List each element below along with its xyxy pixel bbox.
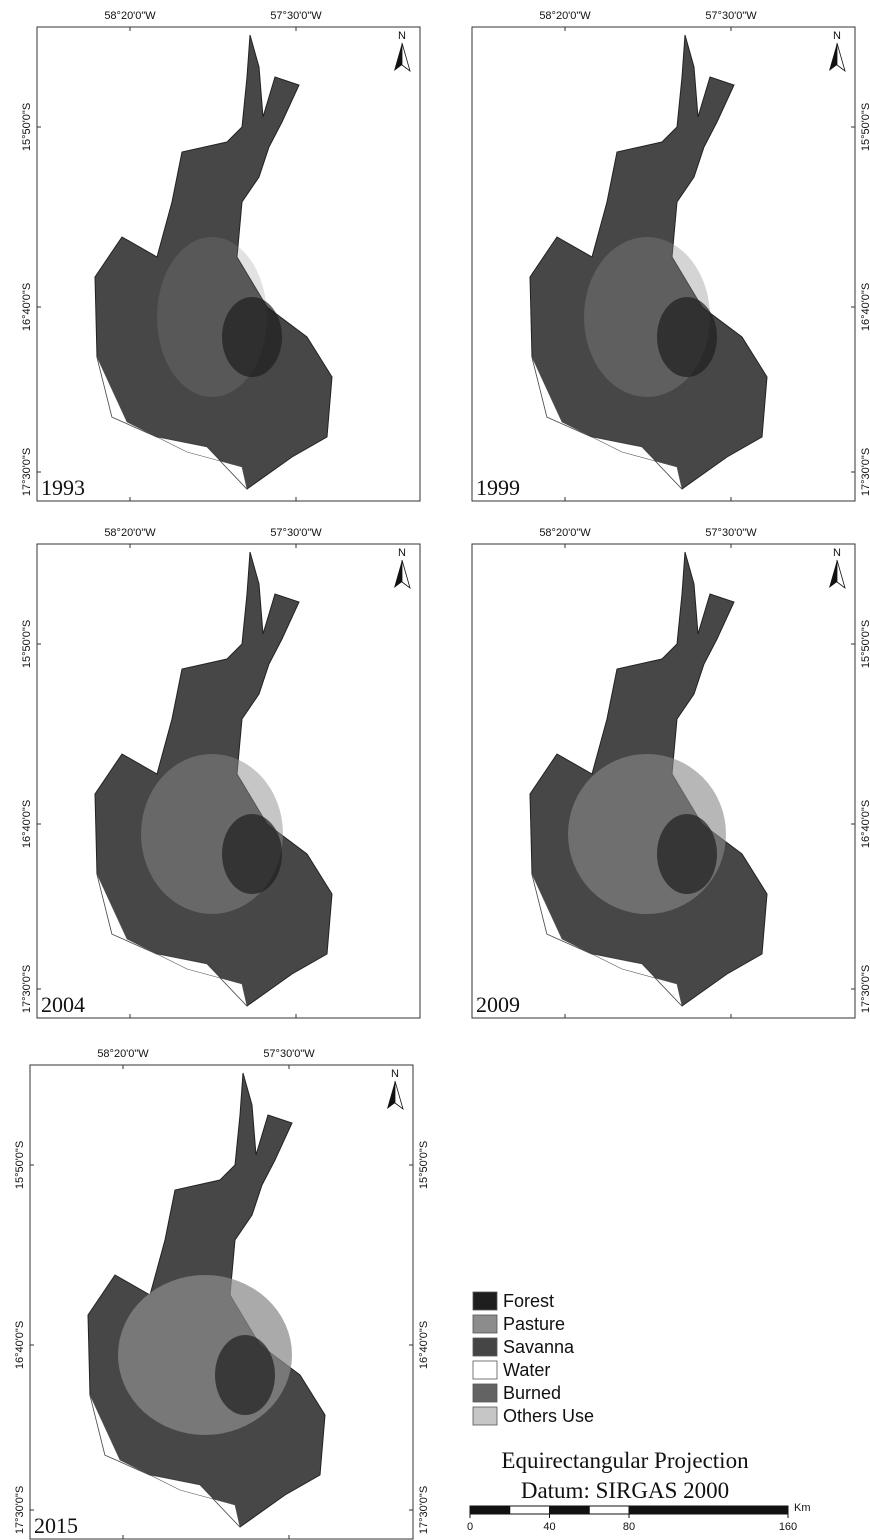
forest-patch bbox=[215, 1335, 275, 1415]
y-coordinate-label: 17°30'0"S bbox=[21, 448, 33, 496]
legend-label: Forest bbox=[503, 1291, 554, 1311]
scale-tick-label: 80 bbox=[623, 1521, 635, 1533]
north-label: N bbox=[391, 1068, 399, 1080]
y-coordinate-label: 15°50'0"S bbox=[21, 620, 33, 668]
x-coordinate-label: 57°30'0"W bbox=[270, 10, 322, 22]
x-coordinate-label: 57°30'0"W bbox=[263, 1048, 315, 1060]
y-coordinate-label: 16°40'0"S bbox=[418, 1321, 430, 1369]
scale-segment bbox=[550, 1506, 590, 1514]
map-panel: N 2015 58°20'0"W 57°30'0"W 15°50'0"S 16°40'0"… bbox=[14, 1048, 430, 1539]
x-coordinate-label: 58°20'0"W bbox=[104, 10, 156, 22]
scale-tick-label: 160 bbox=[779, 1521, 797, 1533]
forest-patch bbox=[222, 814, 282, 894]
y-coordinate-label: 16°40'0"S bbox=[21, 283, 33, 331]
y-coordinate-label: 17°30'0"S bbox=[418, 1486, 430, 1534]
scale-segment bbox=[510, 1506, 550, 1514]
y-coordinate-label: 15°50'0"S bbox=[14, 1141, 26, 1189]
map-panel: N 2009 58°20'0"W 57°30'0"W 15°50'0"S 16°40'0"… bbox=[472, 527, 870, 1018]
y-coordinate-label: 15°50'0"S bbox=[860, 620, 870, 668]
legend-label: Burned bbox=[503, 1383, 561, 1403]
map-panel: N 2004 58°20'0"W 57°30'0"W 15°50'0"S 16°40'0"… bbox=[21, 527, 420, 1018]
north-label: N bbox=[833, 30, 841, 42]
legend-swatch bbox=[473, 1361, 497, 1379]
forest-patch bbox=[657, 297, 717, 377]
north-label: N bbox=[833, 547, 841, 559]
x-coordinate-label: 58°20'0"W bbox=[97, 1048, 149, 1060]
y-coordinate-label: 16°40'0"S bbox=[14, 1321, 26, 1369]
datum: Datum: SIRGAS 2000 bbox=[521, 1478, 729, 1503]
x-coordinate-label: 58°20'0"W bbox=[104, 527, 156, 539]
legend-label: Others Use bbox=[503, 1406, 594, 1426]
scale-segment bbox=[589, 1506, 629, 1514]
y-coordinate-label: 17°30'0"S bbox=[860, 965, 870, 1013]
y-coordinate-label: 17°30'0"S bbox=[21, 965, 33, 1013]
x-coordinate-label: 57°30'0"W bbox=[705, 10, 757, 22]
projection: Equirectangular Projection bbox=[501, 1448, 749, 1473]
y-coordinate-label: 15°50'0"S bbox=[21, 103, 33, 151]
legend-swatch bbox=[473, 1384, 497, 1402]
forest-patch bbox=[222, 297, 282, 377]
x-coordinate-label: 57°30'0"W bbox=[705, 527, 757, 539]
y-coordinate-label: 15°50'0"S bbox=[418, 1141, 430, 1189]
y-coordinate-label: 16°40'0"S bbox=[21, 800, 33, 848]
year-label: 2004 bbox=[41, 992, 85, 1017]
scale-tick-label: 40 bbox=[543, 1521, 555, 1533]
north-label: N bbox=[398, 30, 406, 42]
x-coordinate-label: 58°20'0"W bbox=[539, 527, 591, 539]
north-label: N bbox=[398, 547, 406, 559]
map-panel: N 1999 58°20'0"W 57°30'0"W 15°50'0"S 16°40'0"… bbox=[472, 10, 870, 501]
legend-label: Water bbox=[503, 1360, 550, 1380]
legend-swatch bbox=[473, 1407, 497, 1425]
y-coordinate-label: 15°50'0"S bbox=[860, 103, 870, 151]
legend-swatch bbox=[473, 1315, 497, 1333]
y-coordinate-label: 16°40'0"S bbox=[860, 283, 870, 331]
scale-tick-label: 0 bbox=[467, 1521, 473, 1533]
legend-label: Pasture bbox=[503, 1314, 565, 1334]
scale-segment bbox=[629, 1506, 788, 1514]
y-coordinate-label: 17°30'0"S bbox=[860, 448, 870, 496]
forest-patch bbox=[657, 814, 717, 894]
scale-unit: Km bbox=[794, 1502, 811, 1514]
year-label: 2015 bbox=[34, 1513, 78, 1538]
map-panel: N 1993 58°20'0"W 57°30'0"W 15°50'0"S 16°40'0"… bbox=[21, 10, 420, 501]
legend-swatch bbox=[473, 1338, 497, 1356]
scale-segment bbox=[470, 1506, 510, 1514]
figure: Equirectangular Projection Datum: SIRGAS… bbox=[0, 0, 870, 1540]
year-label: 1999 bbox=[476, 475, 520, 500]
legend-label: Savanna bbox=[503, 1337, 575, 1357]
x-coordinate-label: 57°30'0"W bbox=[270, 527, 322, 539]
year-label: 2009 bbox=[476, 992, 520, 1017]
legend-swatch bbox=[473, 1292, 497, 1310]
y-coordinate-label: 16°40'0"S bbox=[860, 800, 870, 848]
y-coordinate-label: 17°30'0"S bbox=[14, 1486, 26, 1534]
year-label: 1993 bbox=[41, 475, 85, 500]
x-coordinate-label: 58°20'0"W bbox=[539, 10, 591, 22]
